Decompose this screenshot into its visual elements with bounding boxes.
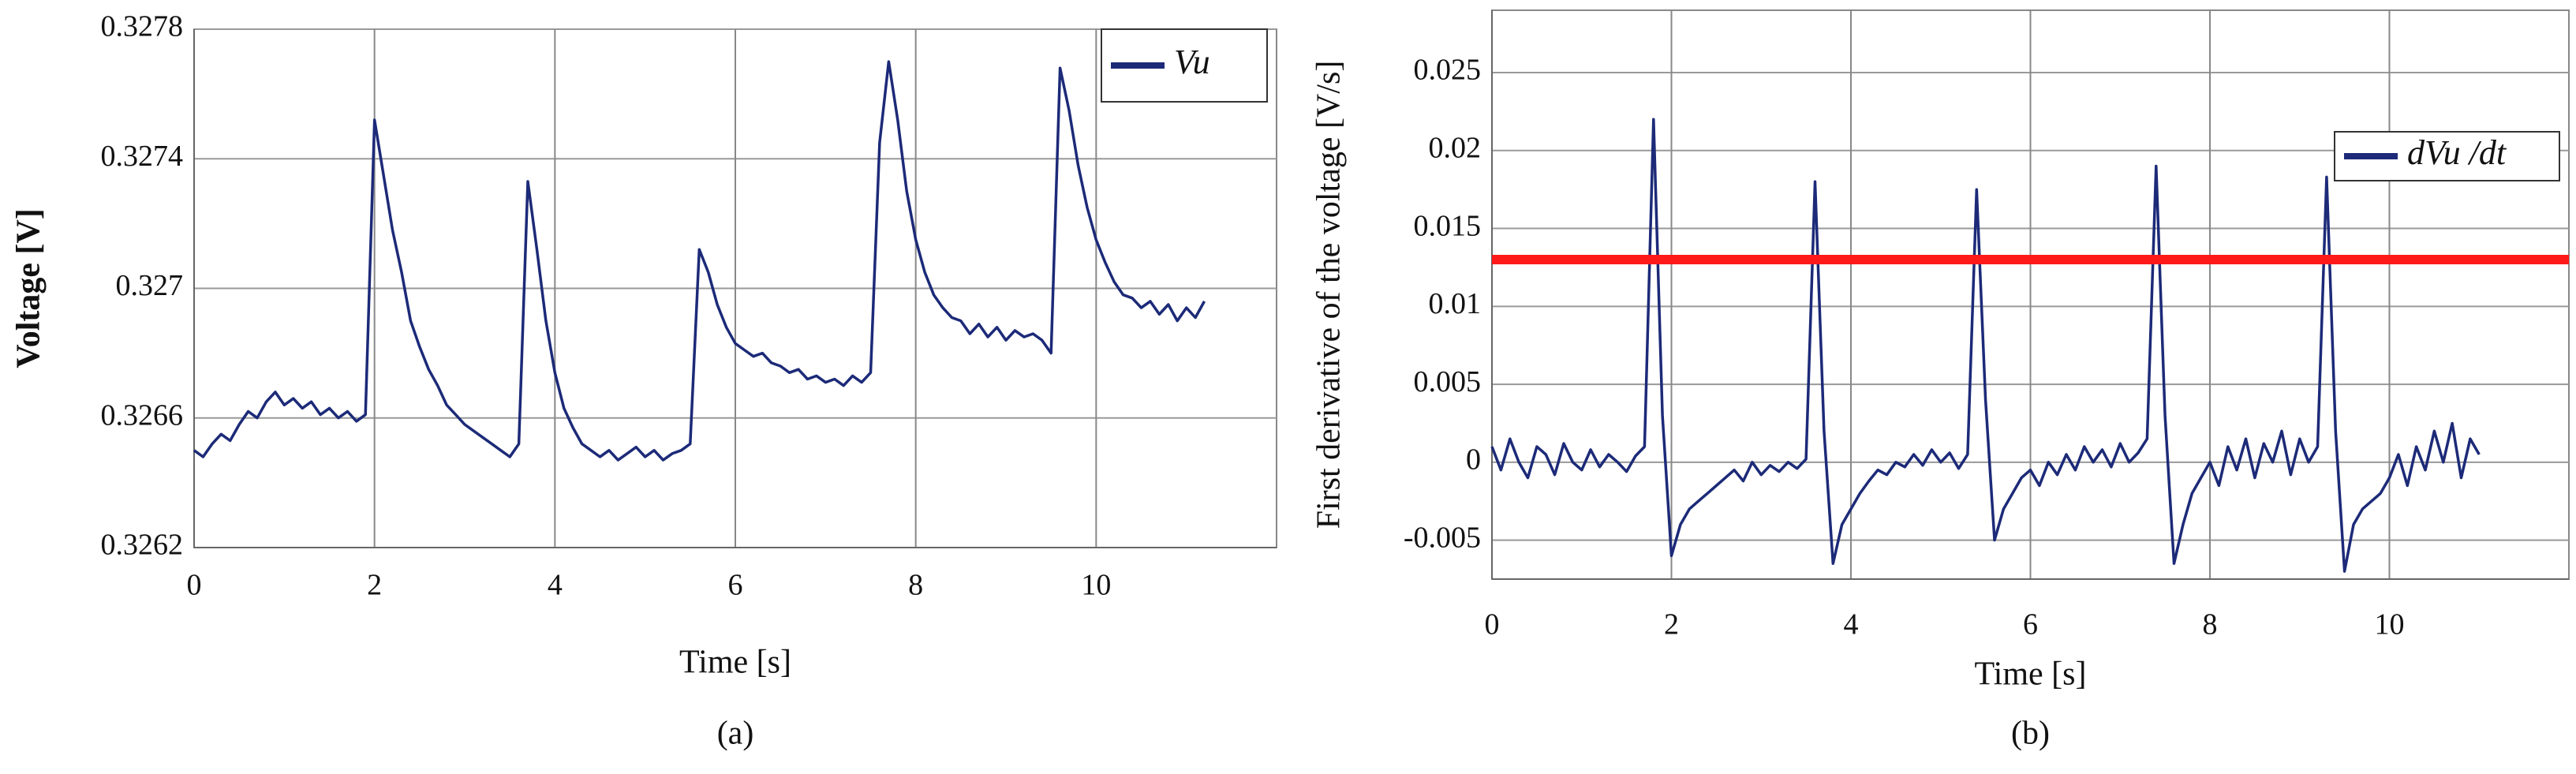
- data-line: [193, 60, 1206, 462]
- x-tick-label: 6: [728, 569, 743, 602]
- x-tick-label: 10: [1081, 569, 1111, 602]
- x-tick-label: 0: [187, 569, 202, 602]
- x-tick-label: 10: [2375, 608, 2405, 641]
- y-tick-label: 0: [1466, 443, 1481, 477]
- x-tick-label: 8: [908, 569, 923, 602]
- y-tick-label: 0.3266: [101, 398, 184, 432]
- y-tick-label: 0.3274: [101, 140, 184, 173]
- y-axis-title: First derivative of the voltage [V/s]: [1311, 61, 1348, 529]
- x-tick-label: 4: [1844, 608, 1859, 641]
- y-tick-label: 0.005: [1414, 365, 1482, 398]
- x-tick-label: 4: [548, 569, 563, 602]
- data-line: [1490, 118, 2481, 573]
- caption: (b): [2011, 716, 2050, 752]
- y-tick-label: 0.015: [1414, 209, 1482, 242]
- x-axis-title: Time [s]: [1975, 656, 2087, 693]
- legend-label: Vu: [1174, 43, 1210, 81]
- y-axis-title: Voltage [V]: [11, 208, 47, 368]
- y-tick-label: 0.3278: [101, 10, 184, 43]
- caption: (a): [717, 716, 754, 752]
- y-tick-label: 0.02: [1429, 131, 1482, 164]
- y-tick-label: 0.025: [1414, 54, 1482, 87]
- y-tick-label: 0.327: [116, 269, 184, 302]
- y-tick-label: -0.005: [1404, 521, 1481, 554]
- x-tick-label: 8: [2203, 608, 2218, 641]
- x-tick-label: 0: [1485, 608, 1500, 641]
- x-tick-label: 2: [1664, 608, 1679, 641]
- x-tick-label: 6: [2023, 608, 2038, 641]
- x-tick-label: 2: [367, 569, 382, 602]
- y-tick-label: 0.01: [1429, 287, 1482, 320]
- x-axis-title: Time [s]: [679, 645, 791, 681]
- legend-label: dVu /dt: [2407, 133, 2507, 172]
- y-tick-label: 0.3262: [101, 529, 184, 562]
